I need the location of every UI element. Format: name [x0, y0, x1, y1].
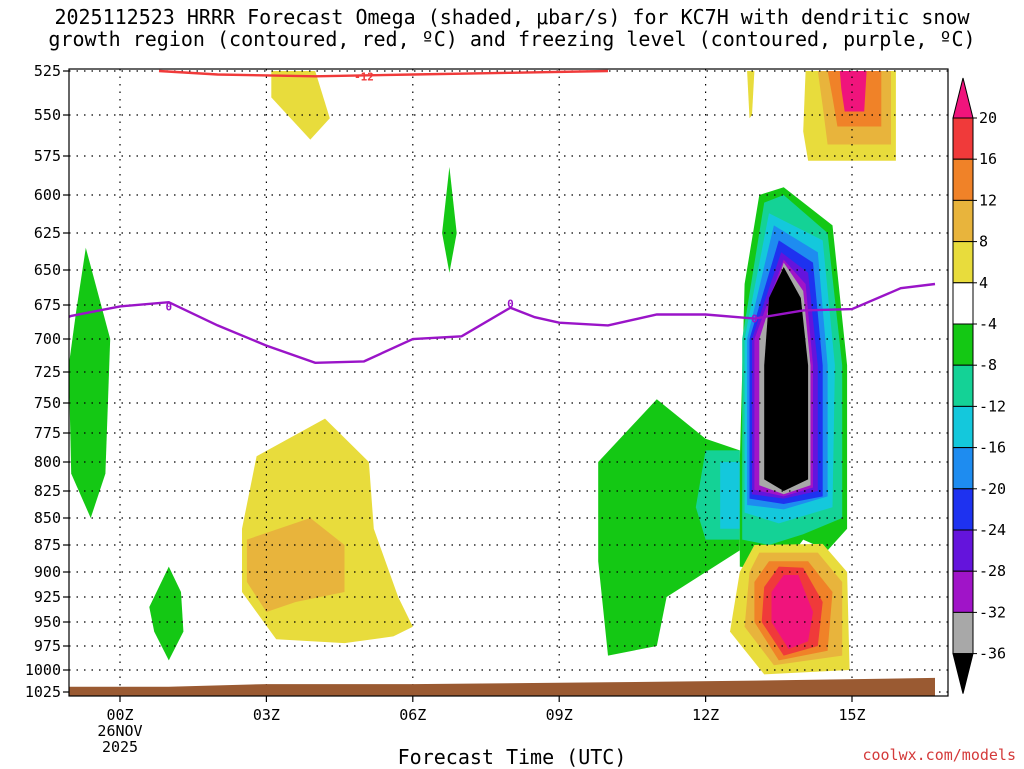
- y-tick-label-575: 575: [34, 147, 61, 165]
- freezing-level-line: [69, 282, 936, 365]
- y-tick-label-525: 525: [34, 62, 61, 80]
- x-tick-label-3: 03Z: [253, 706, 280, 724]
- colorbar-box-13: [952, 611, 974, 655]
- omega-region-6: [442, 166, 457, 273]
- x-tick-sublabel-date: 26NOV: [97, 722, 142, 740]
- omega-region-1: [747, 71, 755, 119]
- terrain-fill: [69, 677, 935, 696]
- colorbar-box-11: [952, 529, 974, 572]
- colorbar-label-3: 8: [979, 233, 988, 251]
- x-tick-label-0: 00Z: [106, 706, 133, 724]
- omega-region-22: [246, 518, 345, 612]
- colorbar-label-7: -12: [979, 397, 1006, 415]
- y-tick-label-750: 750: [34, 394, 61, 412]
- y-tick-label-625: 625: [34, 224, 61, 242]
- colorbar-box-9: [952, 447, 974, 490]
- y-tick-label-650: 650: [34, 261, 61, 279]
- colorbar-box-10: [952, 488, 974, 531]
- y-tick-label-675: 675: [34, 296, 61, 314]
- title-line-1: 2025112523 HRRR Forecast Omega (shaded, …: [54, 5, 970, 29]
- colorbar-label-13: -36: [979, 645, 1006, 663]
- colorbar-label-5: -4: [979, 315, 997, 333]
- x-axis-label: Forecast Time (UTC): [397, 745, 627, 769]
- dgz-contour-label-0: -12: [354, 70, 374, 83]
- colorbar-label-12: -32: [979, 603, 1006, 621]
- colorbar-label-9: -20: [979, 480, 1006, 498]
- colorbar-label-1: 16: [979, 150, 997, 168]
- freezing-level-label-0: 0: [165, 300, 172, 313]
- y-tick-label-900: 900: [34, 563, 61, 581]
- colorbar-box-12: [952, 570, 974, 613]
- colorbar-box-7: [952, 364, 974, 407]
- colorbar-label-6: -8: [979, 356, 997, 374]
- omega-region-5: [839, 71, 867, 112]
- plot-frame: [68, 68, 949, 697]
- dgz-contour-line: [158, 69, 609, 78]
- colorbar-box-3: [952, 199, 974, 243]
- omega-region-0: [271, 71, 330, 140]
- y-tick-label-950: 950: [34, 613, 61, 631]
- y-tick-label-725: 725: [34, 363, 61, 381]
- y-tick-label-600: 600: [34, 186, 61, 204]
- colorbar-label-8: -16: [979, 439, 1006, 457]
- y-tick-label-825: 825: [34, 482, 61, 500]
- x-tick-sublabel-year: 2025: [102, 738, 138, 756]
- omega-region-20: [764, 267, 809, 491]
- omega-region-27: [771, 575, 813, 649]
- chart-title: 2025112523 HRRR Forecast Omega (shaded, …: [0, 6, 1024, 50]
- y-tick-label-775: 775: [34, 424, 61, 442]
- colorbar: 20 16 12 8 4 -4 -8 -12 -16 -20 -24 -28 -32 -36: [952, 77, 1006, 694]
- x-tick-label-15: 15Z: [838, 706, 865, 724]
- y-tick-label-975: 975: [34, 637, 61, 655]
- colorbar-box-2: [952, 158, 974, 201]
- colorbar-box-8: [952, 405, 974, 449]
- y-tick-label-550: 550: [34, 106, 61, 124]
- y-tick-label-850: 850: [34, 509, 61, 527]
- y-tick-label-1000: 1000: [25, 661, 61, 679]
- colorbar-label-2: 12: [979, 191, 997, 209]
- x-tick-label-6: 06Z: [399, 706, 426, 724]
- contours: -12 0 0 0: [69, 69, 936, 365]
- colorbar-top-arrow: [952, 77, 974, 119]
- freezing-level-label-1: 0: [507, 298, 514, 311]
- colorbar-box-4: [952, 241, 974, 284]
- y-axis: 525 550 575 600 625 650 675 700 725 750 775 800 825 8…: [25, 62, 69, 701]
- colorbar-bottom-arrow: [952, 653, 974, 694]
- colorbar-label-11: -28: [979, 562, 1006, 580]
- y-tick-label-875: 875: [34, 536, 61, 554]
- omega-region-11: [720, 462, 740, 529]
- colorbar-label-4: 4: [979, 274, 988, 292]
- colorbar-box-1: [952, 117, 974, 160]
- x-tick-label-12: 12Z: [692, 706, 719, 724]
- colorbar-label-0: 20: [979, 109, 997, 127]
- credit-link[interactable]: coolwx.com/models: [862, 746, 1016, 764]
- y-tick-label-925: 925: [34, 588, 61, 606]
- y-tick-label-1025: 1025: [25, 683, 61, 701]
- y-tick-label-700: 700: [34, 330, 61, 348]
- omega-region-8: [149, 566, 184, 661]
- x-tick-label-9: 09Z: [546, 706, 573, 724]
- terrain: [69, 677, 935, 696]
- colorbar-label-10: -24: [979, 521, 1006, 539]
- colorbar-box-6: [952, 323, 974, 366]
- title-line-2: growth region (contoured, red, ºC) and f…: [48, 27, 976, 51]
- y-tick-label-800: 800: [34, 453, 61, 471]
- colorbar-box-5: [952, 282, 974, 325]
- freezing-level-label-2: 0: [751, 313, 758, 326]
